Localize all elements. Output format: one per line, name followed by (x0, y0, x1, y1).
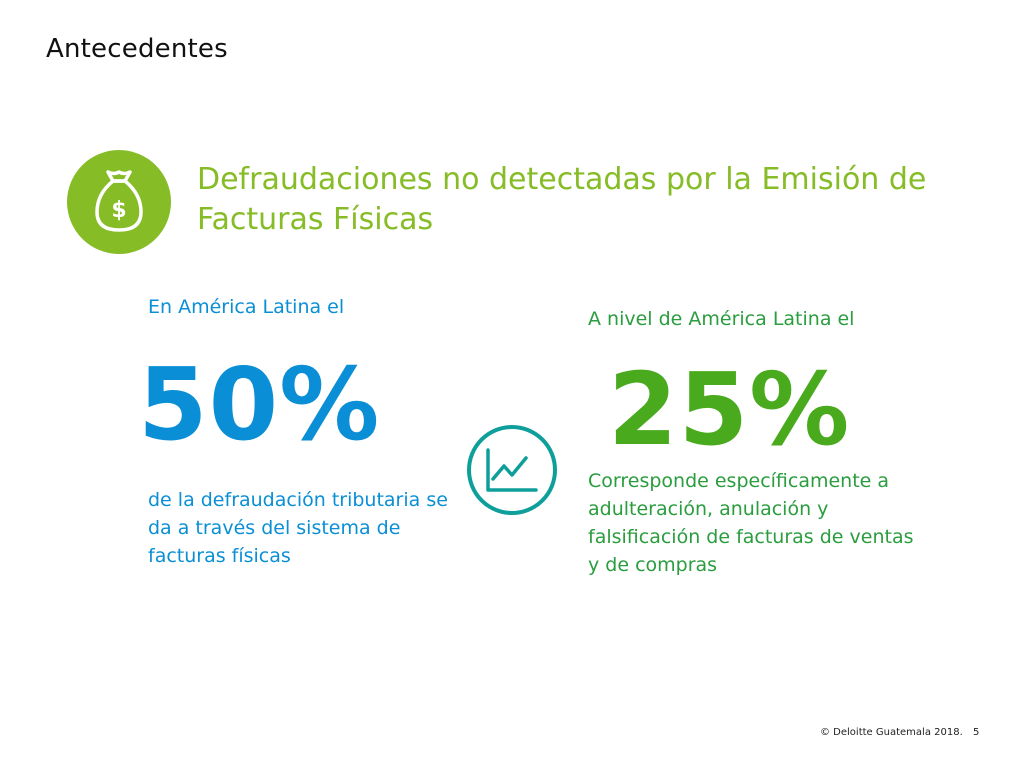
footer-copyright: © Deloitte Guatemala 2018. (820, 727, 963, 738)
svg-text:$: $ (111, 198, 126, 223)
money-bag-icon: $ (67, 150, 171, 254)
page-number: 5 (973, 727, 980, 738)
left-intro-text: En América Latina el (148, 296, 345, 318)
right-description: Corresponde específicamente a adulteraci… (588, 470, 914, 576)
line-chart-icon (467, 425, 557, 515)
slide-title: Antecedentes (46, 34, 228, 64)
headline: Defraudaciones no detectadas por la Emis… (197, 162, 927, 237)
right-intro-text: A nivel de América Latina el (588, 308, 855, 330)
left-percentage: 50% (138, 346, 381, 463)
left-description: de la defraudación tributaria se da a tr… (148, 489, 448, 567)
right-percentage: 25% (608, 351, 851, 468)
